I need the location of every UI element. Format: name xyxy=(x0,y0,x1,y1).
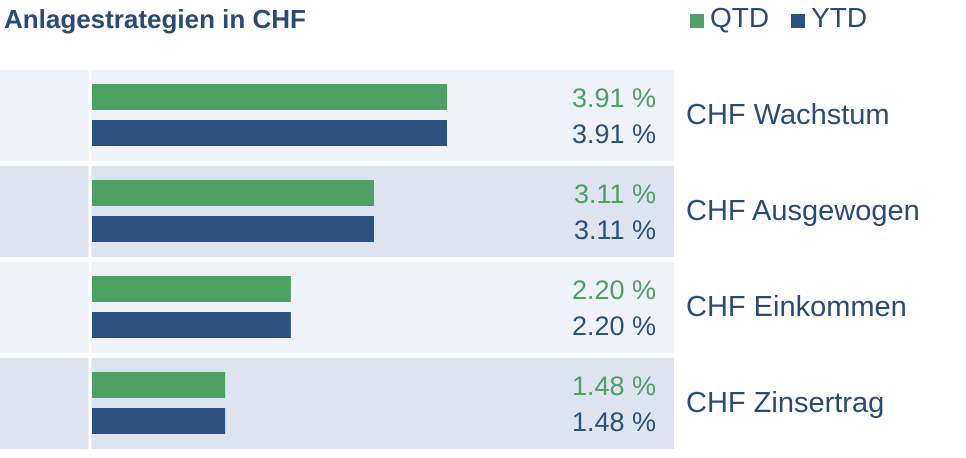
row-band xyxy=(0,166,674,257)
bar-qtd xyxy=(92,372,226,398)
value-label-qtd: 3.11 % xyxy=(574,179,656,209)
legend-label-qtd: QTD xyxy=(710,2,770,33)
legend-item-qtd: QTD xyxy=(690,2,769,34)
category-label: CHF Ausgewogen xyxy=(686,195,920,227)
bar-ytd xyxy=(92,408,226,434)
bar-qtd xyxy=(92,180,374,206)
value-label-ytd: 1.48 % xyxy=(572,407,656,437)
chart-title: Anlagestrategien in CHF xyxy=(4,4,306,34)
category-label: CHF Wachstum xyxy=(686,99,890,131)
bar-ytd xyxy=(92,216,374,242)
category-label: CHF Einkommen xyxy=(686,291,907,323)
legend-swatch-ytd xyxy=(791,14,806,28)
bar-ytd xyxy=(92,120,447,146)
legend: QTD YTD xyxy=(690,2,867,34)
bar-ytd xyxy=(92,312,291,338)
bar-qtd xyxy=(92,84,447,110)
legend-swatch-qtd xyxy=(690,14,704,28)
value-label-ytd: 3.91 % xyxy=(572,119,656,149)
value-label-qtd: 1.48 % xyxy=(572,371,656,401)
value-label-qtd: 2.20 % xyxy=(572,275,656,305)
legend-item-ytd: YTD xyxy=(791,2,867,34)
bar-qtd xyxy=(92,276,291,302)
legend-label-ytd: YTD xyxy=(811,2,868,33)
value-label-ytd: 2.20 % xyxy=(572,311,656,341)
value-label-qtd: 3.91 % xyxy=(572,83,656,113)
value-label-ytd: 3.11 % xyxy=(574,215,656,245)
category-label: CHF Zinsertrag xyxy=(686,387,884,419)
